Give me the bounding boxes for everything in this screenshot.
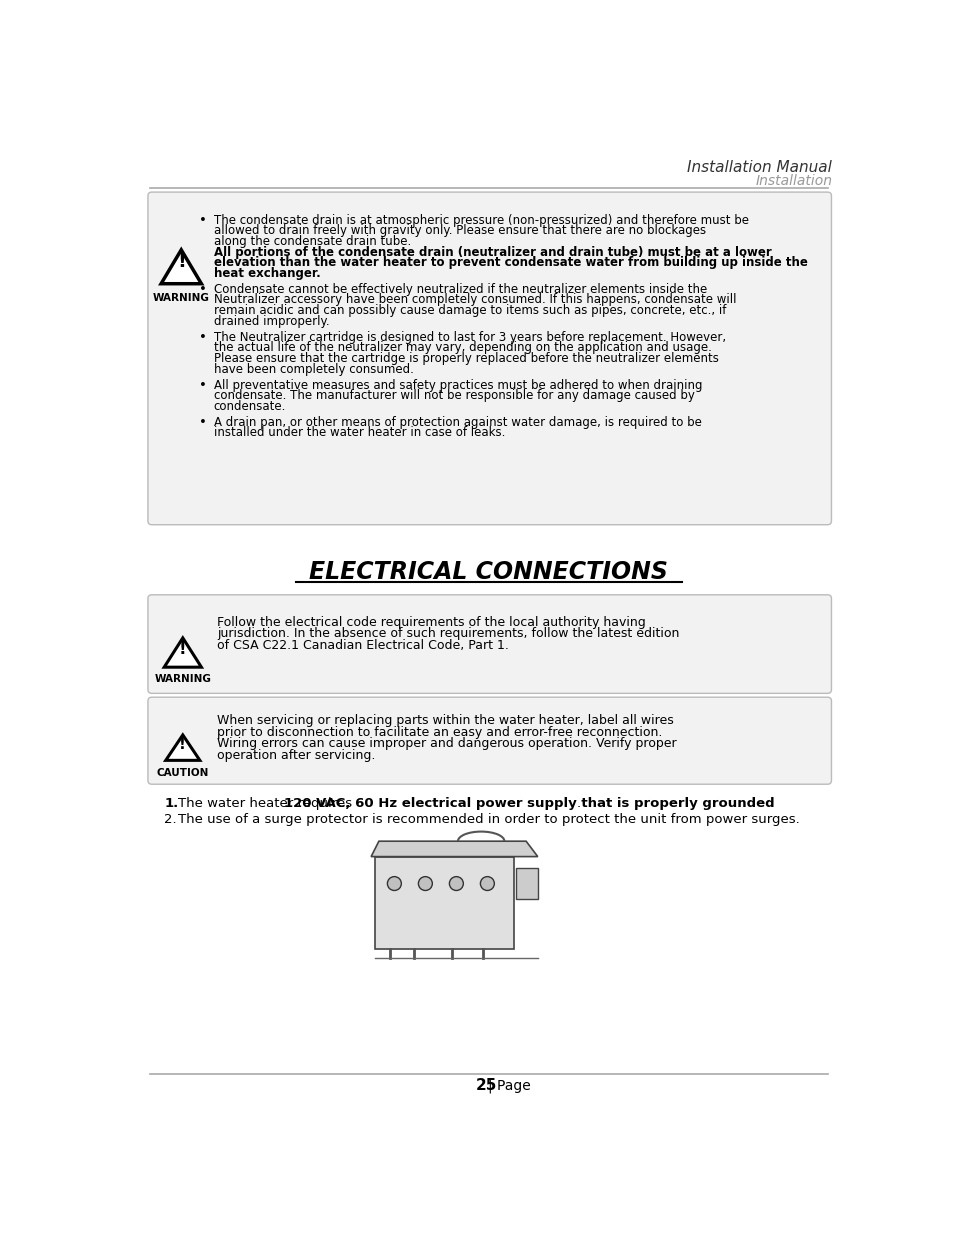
Text: the actual life of the neutralizer may vary, depending on the application and us: the actual life of the neutralizer may v… [213, 341, 711, 354]
Text: .: . [576, 797, 580, 809]
Text: CAUTION: CAUTION [156, 768, 209, 778]
Text: !: ! [176, 252, 186, 270]
Polygon shape [164, 638, 201, 667]
Text: The water heater requires: The water heater requires [178, 797, 356, 809]
Text: •: • [199, 379, 207, 391]
Text: All portions of the condensate drain (neutralizer and drain tube) must be at a l: All portions of the condensate drain (ne… [213, 246, 771, 258]
Text: •: • [199, 416, 207, 429]
Text: Wiring errors can cause improper and dangerous operation. Verify proper: Wiring errors can cause improper and dan… [216, 737, 676, 750]
Text: remain acidic and can possibly cause damage to items such as pipes, concrete, et: remain acidic and can possibly cause dam… [213, 304, 725, 317]
Text: 25: 25 [476, 1078, 497, 1093]
Text: condensate. The manufacturer will not be responsible for any damage caused by: condensate. The manufacturer will not be… [213, 389, 694, 403]
Bar [516, 868, 537, 899]
Text: allowed to drain freely with gravity only. Please ensure that there are no block: allowed to drain freely with gravity onl… [213, 225, 705, 237]
Text: installed under the water heater in case of leaks.: installed under the water heater in case… [213, 426, 505, 440]
Text: The use of a surge protector is recommended in order to protect the unit from po: The use of a surge protector is recommen… [178, 814, 799, 826]
Text: elevation than the water heater to prevent condensate water from building up ins: elevation than the water heater to preve… [213, 256, 807, 269]
Text: jurisdiction. In the absence of such requirements, follow the latest edition: jurisdiction. In the absence of such req… [216, 627, 679, 640]
Text: Follow the electrical code requirements of the local authority having: Follow the electrical code requirements … [216, 615, 645, 629]
Text: Condensate cannot be effectively neutralized if the neutralizer elements inside : Condensate cannot be effectively neutral… [213, 283, 706, 296]
Circle shape [480, 877, 494, 890]
Circle shape [449, 877, 463, 890]
Text: The condensate drain is at atmospheric pressure (non-pressurized) and therefore : The condensate drain is at atmospheric p… [213, 214, 748, 227]
Circle shape [418, 877, 432, 890]
Text: !: ! [179, 737, 186, 752]
Polygon shape [371, 841, 537, 857]
Text: WARNING: WARNING [152, 293, 210, 303]
FancyBboxPatch shape [148, 595, 831, 693]
Text: of CSA C22.1 Canadian Electrical Code, Part 1.: of CSA C22.1 Canadian Electrical Code, P… [216, 638, 508, 652]
Text: 120 VAC, 60 Hz electrical power supply that is properly grounded: 120 VAC, 60 Hz electrical power supply t… [284, 797, 774, 809]
Text: prior to disconnection to facilitate an easy and error-free reconnection.: prior to disconnection to facilitate an … [216, 726, 661, 739]
Text: The Neutralizer cartridge is designed to last for 3 years before replacement. Ho: The Neutralizer cartridge is designed to… [213, 331, 725, 343]
FancyBboxPatch shape [148, 698, 831, 784]
Text: Neutralizer accessory have been completely consumed. If this happens, condensate: Neutralizer accessory have been complete… [213, 294, 736, 306]
Text: have been completely consumed.: have been completely consumed. [213, 363, 414, 375]
Text: Installation: Installation [755, 174, 831, 189]
FancyBboxPatch shape [148, 193, 831, 525]
Text: A drain pan, or other means of protection against water damage, is required to b: A drain pan, or other means of protectio… [213, 416, 701, 429]
Bar [375, 857, 514, 948]
Text: drained improperly.: drained improperly. [213, 315, 329, 327]
Circle shape [387, 877, 401, 890]
Text: | Page: | Page [488, 1078, 530, 1093]
Text: •: • [199, 283, 207, 296]
Text: heat exchanger.: heat exchanger. [213, 267, 320, 280]
Text: !: ! [179, 640, 187, 658]
Text: 2.: 2. [164, 814, 176, 826]
Text: 1.: 1. [164, 797, 178, 809]
Text: When servicing or replacing parts within the water heater, label all wires: When servicing or replacing parts within… [216, 714, 673, 727]
Text: All preventative measures and safety practices must be adhered to when draining: All preventative measures and safety pra… [213, 379, 701, 391]
Text: along the condensate drain tube.: along the condensate drain tube. [213, 235, 411, 248]
Text: condensate.: condensate. [213, 400, 286, 412]
Polygon shape [161, 249, 201, 284]
Text: Please ensure that the cartridge is properly replaced before the neutralizer ele: Please ensure that the cartridge is prop… [213, 352, 718, 364]
Text: operation after servicing.: operation after servicing. [216, 748, 375, 762]
Text: •: • [199, 214, 207, 227]
Text: •: • [199, 331, 207, 343]
Text: WARNING: WARNING [154, 674, 211, 684]
Polygon shape [166, 735, 199, 761]
Text: Installation Manual: Installation Manual [687, 159, 831, 174]
Text: ELECTRICAL CONNECTIONS: ELECTRICAL CONNECTIONS [309, 561, 668, 584]
